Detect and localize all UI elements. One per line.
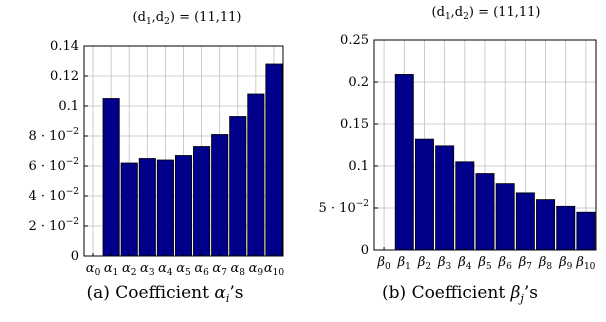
chart-caption: (b) Coefficient βj’s bbox=[382, 283, 538, 305]
y-tick-label: 0.15 bbox=[340, 117, 369, 132]
x-tick-label: β8 bbox=[538, 255, 553, 272]
x-tick-label: α7 bbox=[212, 261, 227, 278]
x-tick-label: α0 bbox=[86, 261, 101, 278]
x-tick-label: α9 bbox=[249, 261, 264, 278]
x-tick-label: α5 bbox=[176, 261, 191, 278]
bar-α10 bbox=[265, 63, 283, 257]
x-tick-label: β9 bbox=[558, 255, 573, 272]
bar-α4 bbox=[156, 159, 174, 257]
x-tick-label: β10 bbox=[575, 255, 595, 272]
bar-β2 bbox=[414, 138, 434, 251]
y-tick-label: 0.1 bbox=[348, 159, 369, 174]
x-tick-label: β5 bbox=[477, 255, 492, 272]
x-tick-label: α8 bbox=[231, 261, 246, 278]
bar-β9 bbox=[556, 205, 576, 251]
x-tick-label: β4 bbox=[457, 255, 472, 272]
x-tick-label: β0 bbox=[376, 255, 391, 272]
chart-beta: (d1,d2) = (11,11) 0 5 · 10−2 0.1 0.15 0.2 0.25… bbox=[319, 5, 597, 305]
bar-α5 bbox=[174, 155, 193, 257]
y-tick-label: 0 bbox=[71, 249, 79, 264]
x-tick-label: β6 bbox=[498, 255, 513, 272]
bar-β7 bbox=[515, 192, 535, 251]
chart-title: (d1,d2) = (11,11) bbox=[133, 10, 242, 27]
chart-caption: (a) Coefficient αi’s bbox=[87, 283, 244, 305]
bar-α3 bbox=[138, 158, 156, 257]
chart-title: (d1,d2) = (11,11) bbox=[432, 5, 541, 22]
bar-α9 bbox=[247, 93, 265, 257]
y-tick-label: 4 · 10−2 bbox=[29, 187, 80, 204]
x-tick-label: α4 bbox=[158, 261, 173, 278]
y-tick-label: 0.14 bbox=[50, 39, 79, 54]
x-tick-label: α10 bbox=[264, 261, 285, 278]
bar-α2 bbox=[120, 162, 138, 257]
y-tick-label: 0.25 bbox=[340, 33, 369, 48]
y-tick-label: 8 · 10−2 bbox=[29, 127, 80, 144]
x-tick-label: β2 bbox=[417, 255, 431, 272]
bar-α1 bbox=[102, 98, 120, 257]
x-tick-label: α2 bbox=[122, 261, 137, 278]
y-tick-label: 2 · 10−2 bbox=[29, 217, 80, 234]
bar-β3 bbox=[435, 145, 455, 251]
y-tick-label: 0 bbox=[361, 243, 369, 258]
bar-β10 bbox=[576, 211, 596, 251]
bar-β1 bbox=[394, 74, 414, 251]
bar-α8 bbox=[229, 116, 247, 257]
bar-β6 bbox=[495, 183, 515, 251]
y-tick-label: 5 · 10−2 bbox=[319, 199, 370, 216]
y-tick-label: 6 · 10−2 bbox=[29, 157, 80, 174]
bar-β8 bbox=[536, 199, 556, 251]
x-tick-label: β7 bbox=[518, 255, 533, 272]
x-tick-label: β1 bbox=[397, 255, 411, 272]
x-tick-label: α3 bbox=[140, 261, 155, 278]
bar-α7 bbox=[211, 134, 229, 257]
bar-β5 bbox=[475, 173, 495, 251]
x-tick-label: α1 bbox=[104, 261, 119, 278]
bar-β4 bbox=[455, 161, 475, 251]
y-tick-label: 0.2 bbox=[348, 75, 369, 90]
x-tick-label: β3 bbox=[437, 255, 452, 272]
chart-alpha: (d1,d2) = (11,11) 0 2 · 10−2 4 · 10−2 6 · 10… bbox=[29, 10, 285, 305]
y-tick-label: 0.1 bbox=[58, 99, 79, 114]
y-tick-label: 0.12 bbox=[50, 69, 79, 84]
bar-α6 bbox=[193, 146, 211, 257]
x-tick-label: α6 bbox=[194, 261, 209, 278]
